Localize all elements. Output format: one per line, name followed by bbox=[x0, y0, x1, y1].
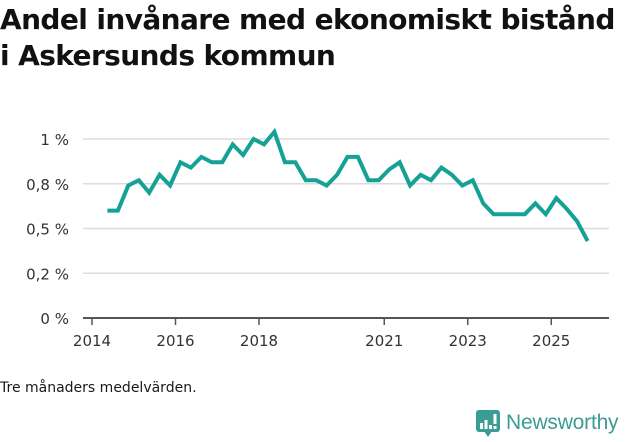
x-tick-label: 2025 bbox=[532, 332, 570, 350]
newsworthy-logo[interactable]: Newsworthy bbox=[476, 410, 619, 437]
footnote: Tre månaders medelvärden. bbox=[0, 380, 197, 396]
x-tick-label: 2016 bbox=[156, 332, 194, 350]
y-tick-label: 1 % bbox=[40, 131, 69, 149]
data-line bbox=[107, 127, 590, 242]
x-axis-ticks: 2014 2016 2018 2021 2023 2025 bbox=[73, 318, 570, 350]
x-tick-label: 2018 bbox=[240, 332, 278, 350]
y-tick-label: 0,2 % bbox=[26, 265, 69, 283]
y-tick-label: 0 % bbox=[40, 310, 69, 328]
y-axis-ticks: 1 % 0,8 % 0,5 % 0,2 % 0 % bbox=[26, 131, 69, 328]
chart-title: Andel invånare med ekonomiskt bistånd i … bbox=[0, 3, 615, 72]
x-tick-label: 2014 bbox=[73, 332, 111, 350]
y-tick-label: 0,8 % bbox=[26, 176, 69, 194]
bar-chart-speech-bubble-icon bbox=[476, 410, 500, 437]
line-chart: 1 %0,8 %0,5 %0,2 %0 % 2014 2016 2018 2021 20… bbox=[26, 127, 609, 350]
brand-name: Newsworthy bbox=[506, 411, 619, 434]
y-tick-label: 0,5 % bbox=[26, 221, 69, 239]
gridlines bbox=[83, 138, 609, 274]
x-tick-label: 2021 bbox=[365, 332, 403, 350]
x-tick-label: 2023 bbox=[449, 332, 487, 350]
